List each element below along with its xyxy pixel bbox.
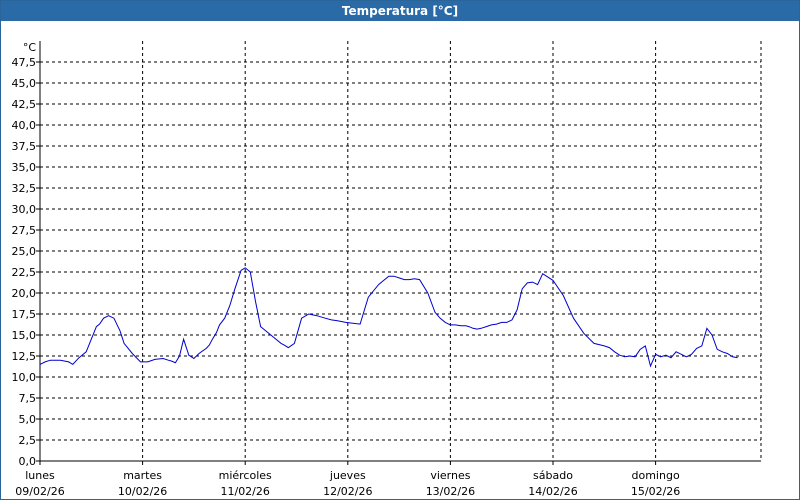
y-tick-label: 17,5 bbox=[12, 308, 37, 321]
y-tick-label: 27,5 bbox=[12, 224, 37, 237]
y-tick-label: 22,5 bbox=[12, 266, 37, 279]
y-tick-label: 15,0 bbox=[12, 329, 37, 342]
window-title: Temperatura [°C] bbox=[1, 1, 799, 21]
x-tick-label-date: 12/02/26 bbox=[323, 485, 372, 498]
y-tick-label: 10,0 bbox=[12, 371, 37, 384]
x-tick-label-date: 10/02/26 bbox=[118, 485, 167, 498]
y-tick-label: 25,0 bbox=[12, 245, 37, 258]
x-tick-label-day: miércoles bbox=[219, 469, 272, 482]
temperature-series-line bbox=[39, 267, 738, 368]
tick-labels: 0,0 2,5 5,0 7,5 10,0 12,5 15,0 17,5 20,0 22,5 25,0… bbox=[12, 41, 681, 498]
y-tick-label: 2,5 bbox=[19, 434, 37, 447]
x-tick-label-day: sábado bbox=[533, 469, 573, 482]
series bbox=[39, 267, 738, 368]
y-tick-label: 0,0 bbox=[19, 455, 37, 468]
x-tick-label-day: lunes bbox=[25, 469, 55, 482]
y-tick-label: 20,0 bbox=[12, 287, 37, 300]
x-tick-label-day: viernes bbox=[430, 469, 470, 482]
x-tick-label-date: 13/02/26 bbox=[426, 485, 475, 498]
x-tick-label-date: 15/02/26 bbox=[631, 485, 680, 498]
y-tick-label: 45,0 bbox=[12, 77, 37, 90]
x-tick-label-date: 09/02/26 bbox=[15, 485, 64, 498]
axes bbox=[36, 41, 761, 465]
grid bbox=[40, 41, 762, 461]
x-tick-label-date: 14/02/26 bbox=[528, 485, 577, 498]
y-tick-label: 7,5 bbox=[19, 392, 37, 405]
y-tick-label: 40,0 bbox=[12, 119, 37, 132]
x-tick-label-day: domingo bbox=[632, 469, 680, 482]
temperature-chart: 0,0 2,5 5,0 7,5 10,0 12,5 15,0 17,5 20,0 22,5 25,0… bbox=[12, 41, 762, 498]
y-tick-label: 32,5 bbox=[12, 182, 37, 195]
x-tick-label-day: martes bbox=[123, 469, 162, 482]
y-axis-unit: °C bbox=[23, 41, 37, 54]
x-tick-label-day: jueves bbox=[329, 469, 366, 482]
y-tick-label: 42,5 bbox=[12, 98, 37, 111]
y-tick-label: 35,0 bbox=[12, 161, 37, 174]
y-tick-label: 37,5 bbox=[12, 140, 37, 153]
y-tick-label: 12,5 bbox=[12, 350, 37, 363]
y-tick-label: 47,5 bbox=[12, 56, 37, 69]
y-tick-label: 30,0 bbox=[12, 203, 37, 216]
x-tick-label-date: 11/02/26 bbox=[220, 485, 269, 498]
y-tick-label: 5,0 bbox=[19, 413, 37, 426]
